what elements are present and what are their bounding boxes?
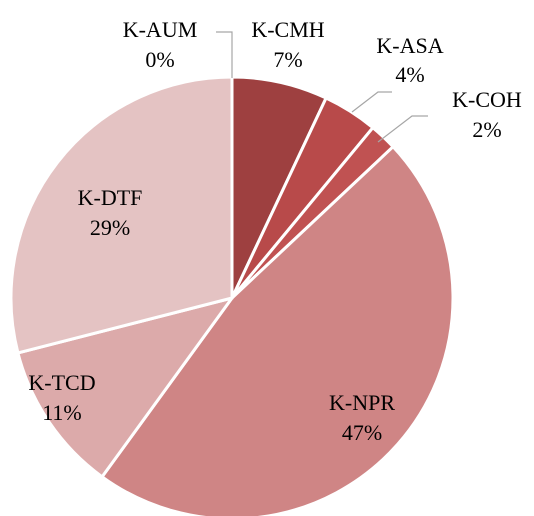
slice-value-label: 29% <box>90 215 130 240</box>
leader-line <box>216 31 233 78</box>
pie-slice <box>16 295 236 479</box>
slice-value-label: 7% <box>273 47 302 72</box>
slice-label: K-COH <box>452 87 522 112</box>
leader-line <box>377 115 428 143</box>
slice-label: K-AUM <box>123 17 198 42</box>
slice-value-label: 2% <box>472 117 501 142</box>
slice-value-label: 0% <box>145 47 174 72</box>
slice-value-label: 47% <box>342 420 382 445</box>
slice-label: K-ASA <box>376 33 443 58</box>
slice-label: K-TCD <box>28 370 95 395</box>
slice-value-label: 11% <box>42 400 82 425</box>
slice-value-label: 4% <box>395 62 424 87</box>
leader-line <box>351 91 392 113</box>
slice-label: K-CMH <box>251 17 324 42</box>
pie-slice <box>100 144 455 516</box>
slice-label: K-DTF <box>78 185 143 210</box>
slice-label: K-NPR <box>329 390 395 415</box>
pie-slice <box>9 75 234 355</box>
